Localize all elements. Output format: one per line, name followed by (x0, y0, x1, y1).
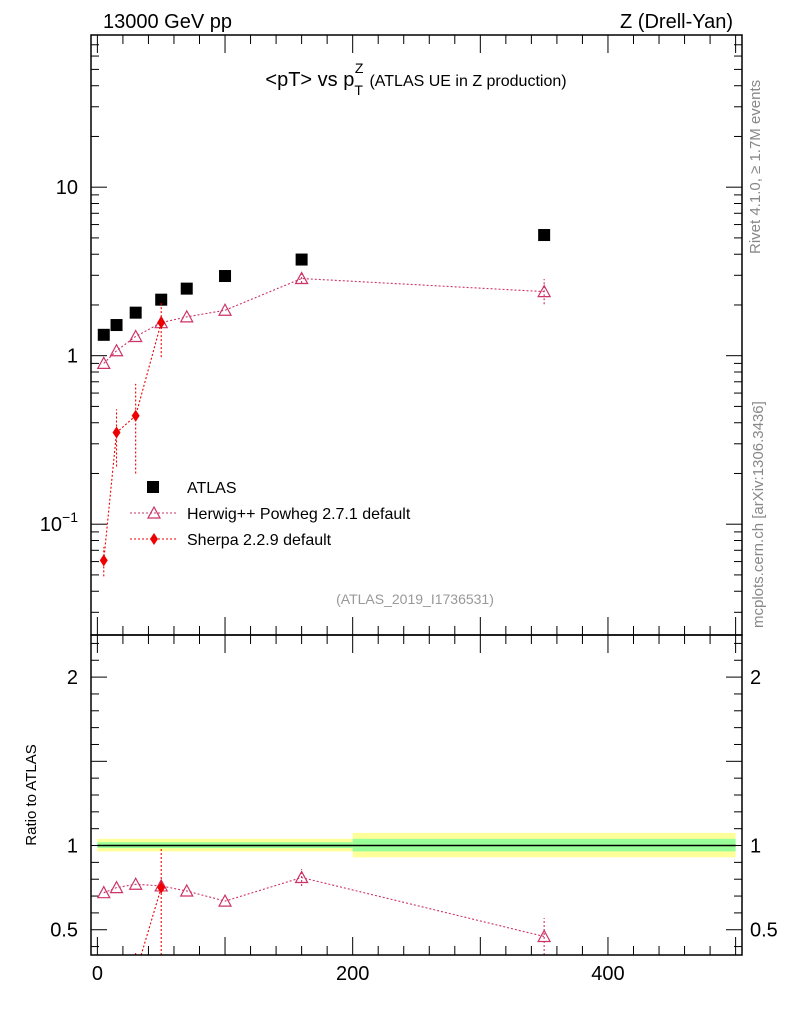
ratio-ytick-label-right: 1 (750, 836, 761, 858)
data-point (97, 328, 110, 341)
data-point (112, 426, 121, 439)
series-line (103, 876, 545, 938)
ratio-ytick-label-right: 0.5 (750, 920, 778, 942)
analysis-id: (ATLAS_2019_I1736531) (336, 591, 494, 607)
ratio-xtick-label: 0 (92, 963, 103, 985)
ratio-ytick-label-left: 1 (67, 836, 78, 858)
title-sup: Z (355, 60, 364, 76)
ratio-series (96, 848, 552, 955)
data-point (109, 343, 124, 357)
data-point (218, 893, 233, 907)
data-point (219, 270, 232, 283)
main-ytick-label: 10 (56, 177, 78, 199)
data-point (179, 309, 194, 323)
title-sub: T (354, 82, 363, 98)
data-point (538, 229, 551, 242)
series-line (103, 277, 545, 364)
data-point (218, 303, 233, 316)
ratio-xtick-label: 400 (591, 963, 624, 985)
title-prefix: <pT> vs p (265, 69, 354, 91)
data-point (99, 554, 108, 567)
data-point (129, 306, 142, 319)
data-point (96, 356, 111, 369)
ratio-frame (90, 634, 743, 956)
series-triangle (96, 271, 552, 369)
data-point (110, 319, 123, 332)
data-point (155, 293, 168, 306)
main-series (96, 229, 552, 577)
data-point (128, 329, 143, 343)
data-point (109, 880, 124, 894)
data-point (157, 881, 166, 894)
title-suffix: (ATLAS UE in Z production) (369, 73, 566, 90)
ratio-ytick-label-left: 2 (67, 667, 78, 689)
series-diamond (99, 303, 166, 577)
series-line (103, 322, 162, 561)
legend: ATLAS Herwig++ Powheg 2.7.1 default Sher… (130, 480, 411, 549)
ratio-bands (97, 832, 736, 858)
data-point (131, 409, 140, 422)
data-point (537, 284, 552, 298)
legend-sherpa-label: Sherpa 2.2.9 default (187, 532, 332, 549)
legend-herwig-label: Herwig++ Powheg 2.7.1 default (187, 506, 411, 523)
legend-herwig-marker (146, 505, 162, 519)
data-point (295, 253, 308, 266)
data-point (179, 883, 194, 897)
data-point (180, 282, 193, 295)
legend-sherpa-marker (150, 533, 158, 545)
data-point (157, 316, 166, 329)
chart-title: <pT> vs pTZ (ATLAS UE in Z production) (265, 60, 566, 98)
source-label: mcplots.cern.ch [arXiv:1306.3436] (750, 401, 767, 628)
ratio-ylabel: Ratio to ATLAS (23, 744, 40, 845)
series-line (140, 887, 162, 955)
main-ytick-label: 10−1 (40, 509, 78, 536)
ratio-axis-ticks: 0.5 0.5 1 1 2 2 0 200 400 (50, 635, 778, 985)
ratio-xtick-label: 200 (336, 963, 369, 985)
series-triangle (96, 869, 552, 955)
data-point (294, 271, 309, 285)
series-square (97, 229, 551, 341)
legend-atlas-label: ATLAS (187, 480, 237, 497)
data-point (537, 929, 552, 943)
ratio-ytick-label-left: 0.5 (50, 920, 78, 942)
ratio-ytick-label-right: 2 (750, 667, 761, 689)
data-point (128, 877, 143, 890)
data-point (294, 870, 309, 884)
main-ytick-label: 1 (67, 346, 78, 368)
rivet-label: Rivet 4.1.0, ≥ 1.7M events (747, 80, 764, 254)
main-axis-ticks: 10−1 1 10 (40, 34, 742, 635)
data-point (96, 885, 111, 899)
header-left: 13000 GeV pp (103, 11, 232, 33)
series-diamond (135, 848, 166, 955)
header-right: Z (Drell-Yan) (620, 11, 733, 33)
legend-atlas-marker (147, 481, 159, 493)
